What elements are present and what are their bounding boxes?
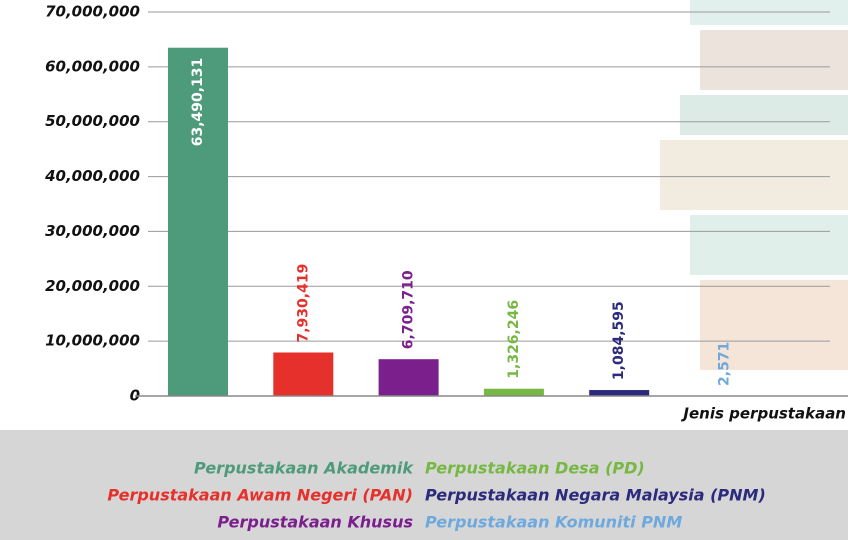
- bar: [379, 359, 439, 396]
- legend-entry: Perpustakaan Desa (PD): [425, 459, 645, 478]
- y-tick-label: 50,000,000: [45, 112, 140, 130]
- legend-entry: Perpustakaan Komuniti PNM: [425, 513, 682, 532]
- value-label: 6,709,710: [401, 270, 417, 349]
- chart: Jenis perpustakaan 010,000,00020,000,000…: [0, 0, 848, 540]
- bar: [273, 352, 333, 396]
- x-axis-label: Jenis perpustakaan: [680, 405, 846, 423]
- y-tick-label: 70,000,000: [45, 3, 140, 21]
- value-label: 1,326,246: [506, 300, 522, 379]
- y-tick-label: 60,000,000: [45, 57, 140, 75]
- y-tick-label: 40,000,000: [44, 167, 140, 185]
- y-tick-label: 20,000,000: [45, 277, 140, 295]
- books-decoration: [660, 0, 848, 370]
- y-tick-label: 10,000,000: [45, 332, 140, 350]
- y-tick-label: 30,000,000: [45, 222, 140, 240]
- legend-entry: Perpustakaan Negara Malaysia (PNM): [425, 486, 766, 505]
- bar: [589, 390, 649, 396]
- value-label: 2,571: [717, 342, 733, 386]
- value-label: 7,930,419: [295, 264, 311, 343]
- legend-entry: Perpustakaan Khusus: [217, 513, 413, 532]
- bar: [484, 389, 544, 396]
- legend-entry: Perpustakaan Awam Negeri (PAN): [107, 486, 413, 505]
- value-label: 1,084,595: [611, 301, 627, 380]
- legend-entry: Perpustakaan Akademik: [194, 459, 414, 478]
- value-label: 63,490,131: [190, 58, 206, 147]
